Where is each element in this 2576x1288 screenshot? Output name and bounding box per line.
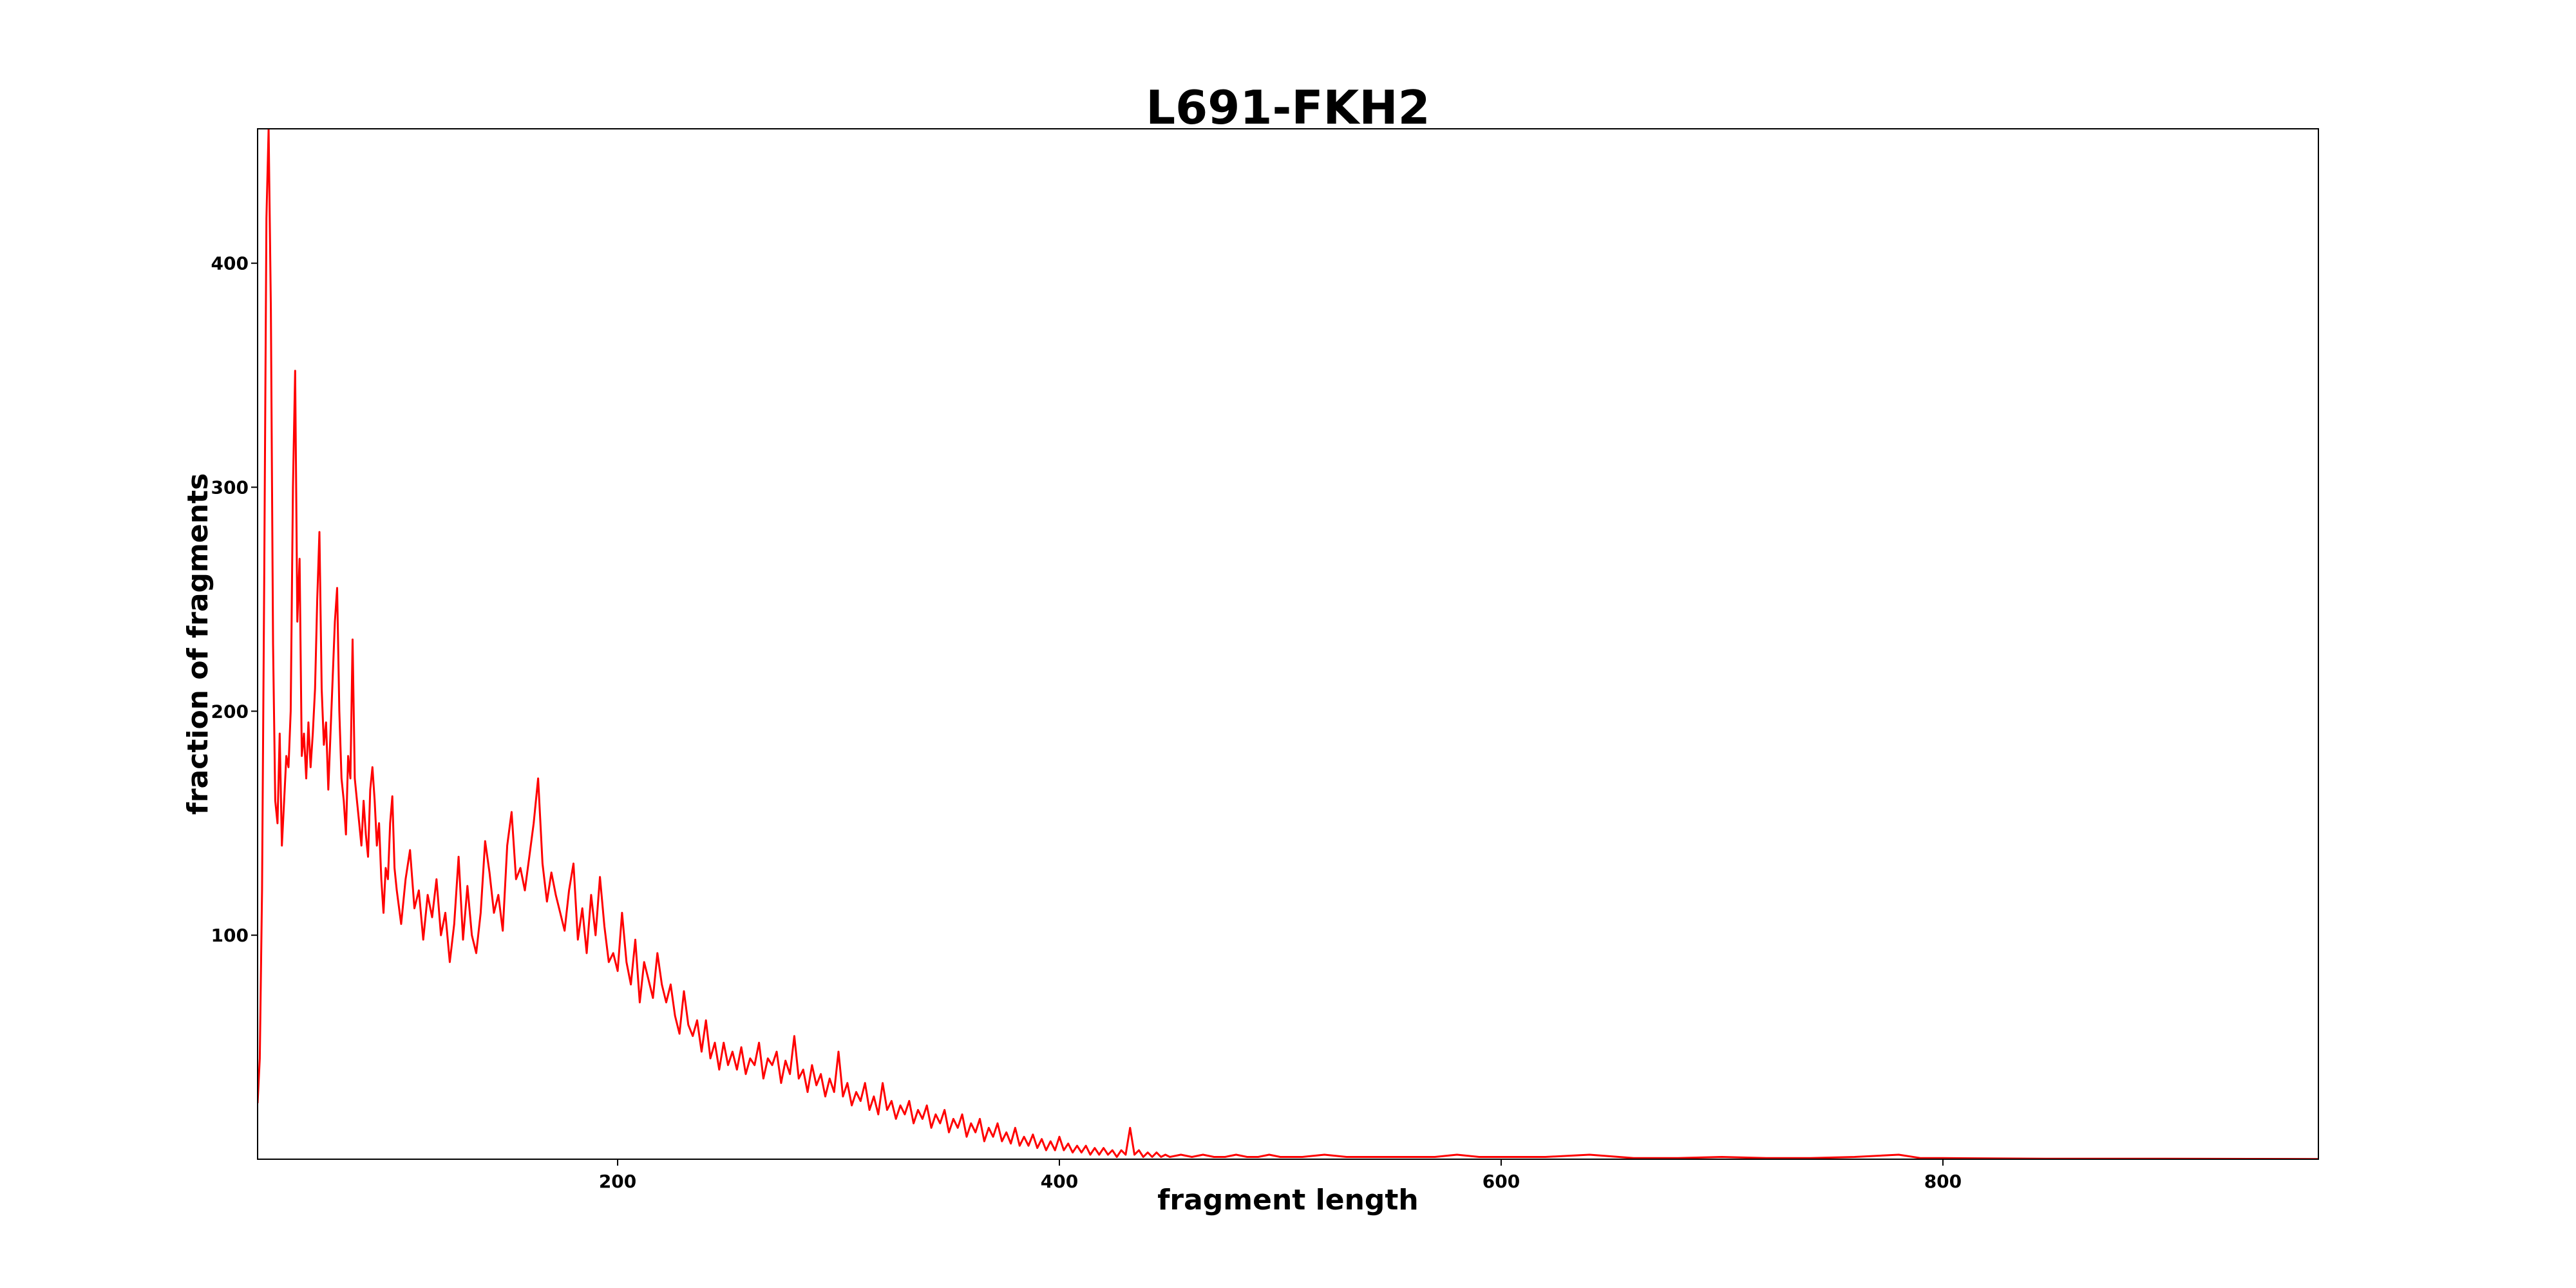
x-tick-label: 600 bbox=[1482, 1171, 1520, 1192]
x-tick-label: 200 bbox=[599, 1171, 636, 1192]
series-line-1 bbox=[258, 129, 2318, 1159]
x-tick-label: 400 bbox=[1041, 1171, 1078, 1192]
y-axis: 100 200 300 400 bbox=[211, 253, 258, 946]
y-tick-label: 100 bbox=[211, 925, 249, 946]
x-axis-title: fragment length bbox=[1157, 1184, 1419, 1217]
y-tick-label: 400 bbox=[211, 253, 249, 274]
y-tick-label: 300 bbox=[211, 477, 249, 498]
x-tick-label: 800 bbox=[1924, 1171, 1962, 1192]
chart-title: L691-FKH2 bbox=[1146, 80, 1430, 135]
y-tick-label: 200 bbox=[211, 701, 249, 722]
plot-frame bbox=[257, 128, 2319, 1160]
y-axis-title: fraction of fragments bbox=[182, 473, 214, 815]
x-axis: 200 400 600 800 bbox=[599, 1159, 1962, 1192]
plot-area bbox=[258, 129, 2318, 1159]
